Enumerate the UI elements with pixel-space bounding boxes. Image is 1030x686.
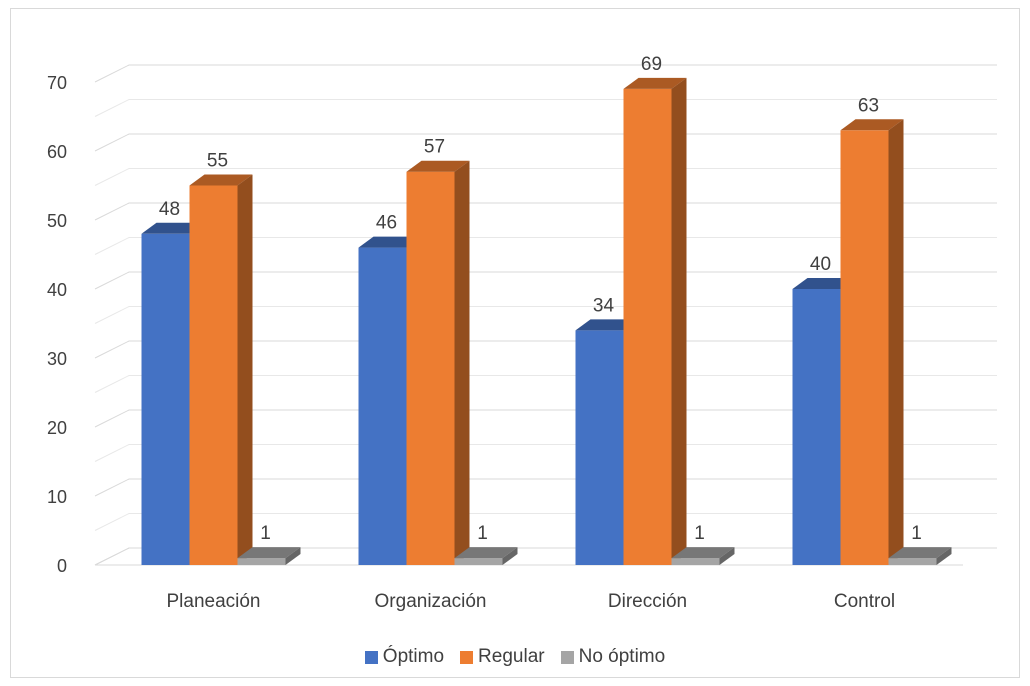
gridline-side xyxy=(94,547,130,566)
category-label: Planeación xyxy=(166,591,260,612)
y-tick-label: 40 xyxy=(47,280,67,300)
bar-front xyxy=(575,330,624,565)
bar-side xyxy=(285,547,301,565)
gridline-side xyxy=(94,64,130,83)
legend-item: No óptimo xyxy=(560,646,666,668)
category-label: Dirección xyxy=(608,591,687,612)
bar-top xyxy=(792,278,856,289)
bar-top xyxy=(358,236,422,248)
bar-top xyxy=(141,222,205,234)
category-labels: Planeación Organización Dirección Control xyxy=(166,591,895,612)
bar-front xyxy=(454,558,503,565)
legend-swatch xyxy=(460,650,474,664)
data-label-Planeación-Óptimo: 48 xyxy=(159,199,180,220)
data-label-Planeación-No óptimo: 1 xyxy=(260,523,271,544)
data-label-Dirección-Óptimo: 34 xyxy=(593,295,615,316)
gridline-side xyxy=(94,444,130,462)
bar-top xyxy=(840,119,904,131)
y-tick-label: 50 xyxy=(47,211,67,231)
bar-front xyxy=(840,130,889,566)
bar-side xyxy=(888,119,904,566)
data-label-Control-Óptimo: 40 xyxy=(810,254,831,275)
bar-front xyxy=(888,558,937,565)
bar-side xyxy=(936,547,952,565)
legend-swatch xyxy=(364,650,378,664)
gridline-side xyxy=(94,271,130,290)
y-tick-label: 60 xyxy=(47,142,67,162)
y-tick-label: 10 xyxy=(47,487,67,507)
bar-top xyxy=(189,174,253,186)
legend: Óptimo Regular No óptimo xyxy=(0,643,1030,671)
data-label-Organización-Óptimo: 46 xyxy=(376,213,397,234)
bar-side xyxy=(502,547,518,565)
bar-side xyxy=(719,547,735,565)
bar-top xyxy=(623,77,687,89)
bar-front xyxy=(671,558,720,565)
bar-front xyxy=(406,171,455,565)
gridline-side xyxy=(94,168,130,186)
y-tick-label: 0 xyxy=(57,556,67,576)
legend-item: Óptimo xyxy=(364,646,445,668)
bar-side xyxy=(237,174,253,565)
legend-item: Regular xyxy=(460,646,545,668)
gridline-side xyxy=(94,99,130,117)
bar-Dirección-Regular xyxy=(623,77,687,566)
legend-swatch xyxy=(560,650,574,664)
bar-Planeación-Regular xyxy=(189,174,253,565)
bar-top xyxy=(237,547,301,559)
bar-top xyxy=(406,160,470,172)
data-label-Dirección-No óptimo: 1 xyxy=(694,523,705,544)
legend-label: Óptimo xyxy=(382,646,445,667)
gridline-side xyxy=(94,202,130,221)
bar-front xyxy=(358,247,407,565)
bar-front xyxy=(623,88,672,566)
gridline-side xyxy=(94,340,130,359)
bar-side xyxy=(671,77,687,566)
bar-Organización-No óptimo xyxy=(454,547,518,565)
legend-label: Regular xyxy=(478,646,545,667)
bar-front xyxy=(792,289,841,565)
y-tick-label: 30 xyxy=(47,349,67,369)
y-tick-label: 70 xyxy=(47,73,67,93)
bar-front xyxy=(141,233,190,566)
bar-top xyxy=(888,547,952,559)
bar-Control-No óptimo xyxy=(888,547,952,565)
bar-Organización-Regular xyxy=(406,160,470,565)
data-label-Organización-Regular: 57 xyxy=(424,137,445,158)
bar-chart: 0 10 20 30 40 50 60 70 48 55 1 46 57 1 34 69 1 40 63 1 Pla… xyxy=(47,54,997,612)
legend-label: No óptimo xyxy=(578,646,666,667)
bar-Planeación-No óptimo xyxy=(237,547,301,565)
bar-Control-Óptimo xyxy=(792,278,856,565)
bar-front xyxy=(189,185,238,565)
category-label: Control xyxy=(834,591,895,612)
data-label-Organización-No óptimo: 1 xyxy=(477,523,488,544)
gridline-side xyxy=(94,409,130,428)
gridline-side xyxy=(94,375,130,393)
y-axis-ticks: 0 10 20 30 40 50 60 70 xyxy=(47,73,67,576)
bar-Control-Regular xyxy=(840,119,904,566)
gridline-side xyxy=(94,478,130,497)
bars xyxy=(141,77,952,566)
gridline-side xyxy=(94,237,130,255)
bar-Planeación-Óptimo xyxy=(141,222,205,566)
bar-Dirección-No óptimo xyxy=(671,547,735,565)
bar-top xyxy=(454,547,518,559)
data-label-Control-No óptimo: 1 xyxy=(911,523,922,544)
bar-front xyxy=(237,558,286,565)
category-label: Organización xyxy=(375,591,487,612)
data-label-Control-Regular: 63 xyxy=(858,95,879,116)
data-labels: 48 55 1 46 57 1 34 69 1 40 63 1 xyxy=(159,54,922,544)
bar-top xyxy=(671,547,735,559)
gridline-side xyxy=(94,306,130,324)
data-label-Planeación-Regular: 55 xyxy=(207,151,228,172)
bar-side xyxy=(454,160,470,565)
gridline-side xyxy=(94,513,130,531)
gridline-side xyxy=(94,133,130,152)
y-tick-label: 20 xyxy=(47,418,67,438)
data-label-Dirección-Regular: 69 xyxy=(641,54,662,75)
bar-top xyxy=(575,319,639,331)
